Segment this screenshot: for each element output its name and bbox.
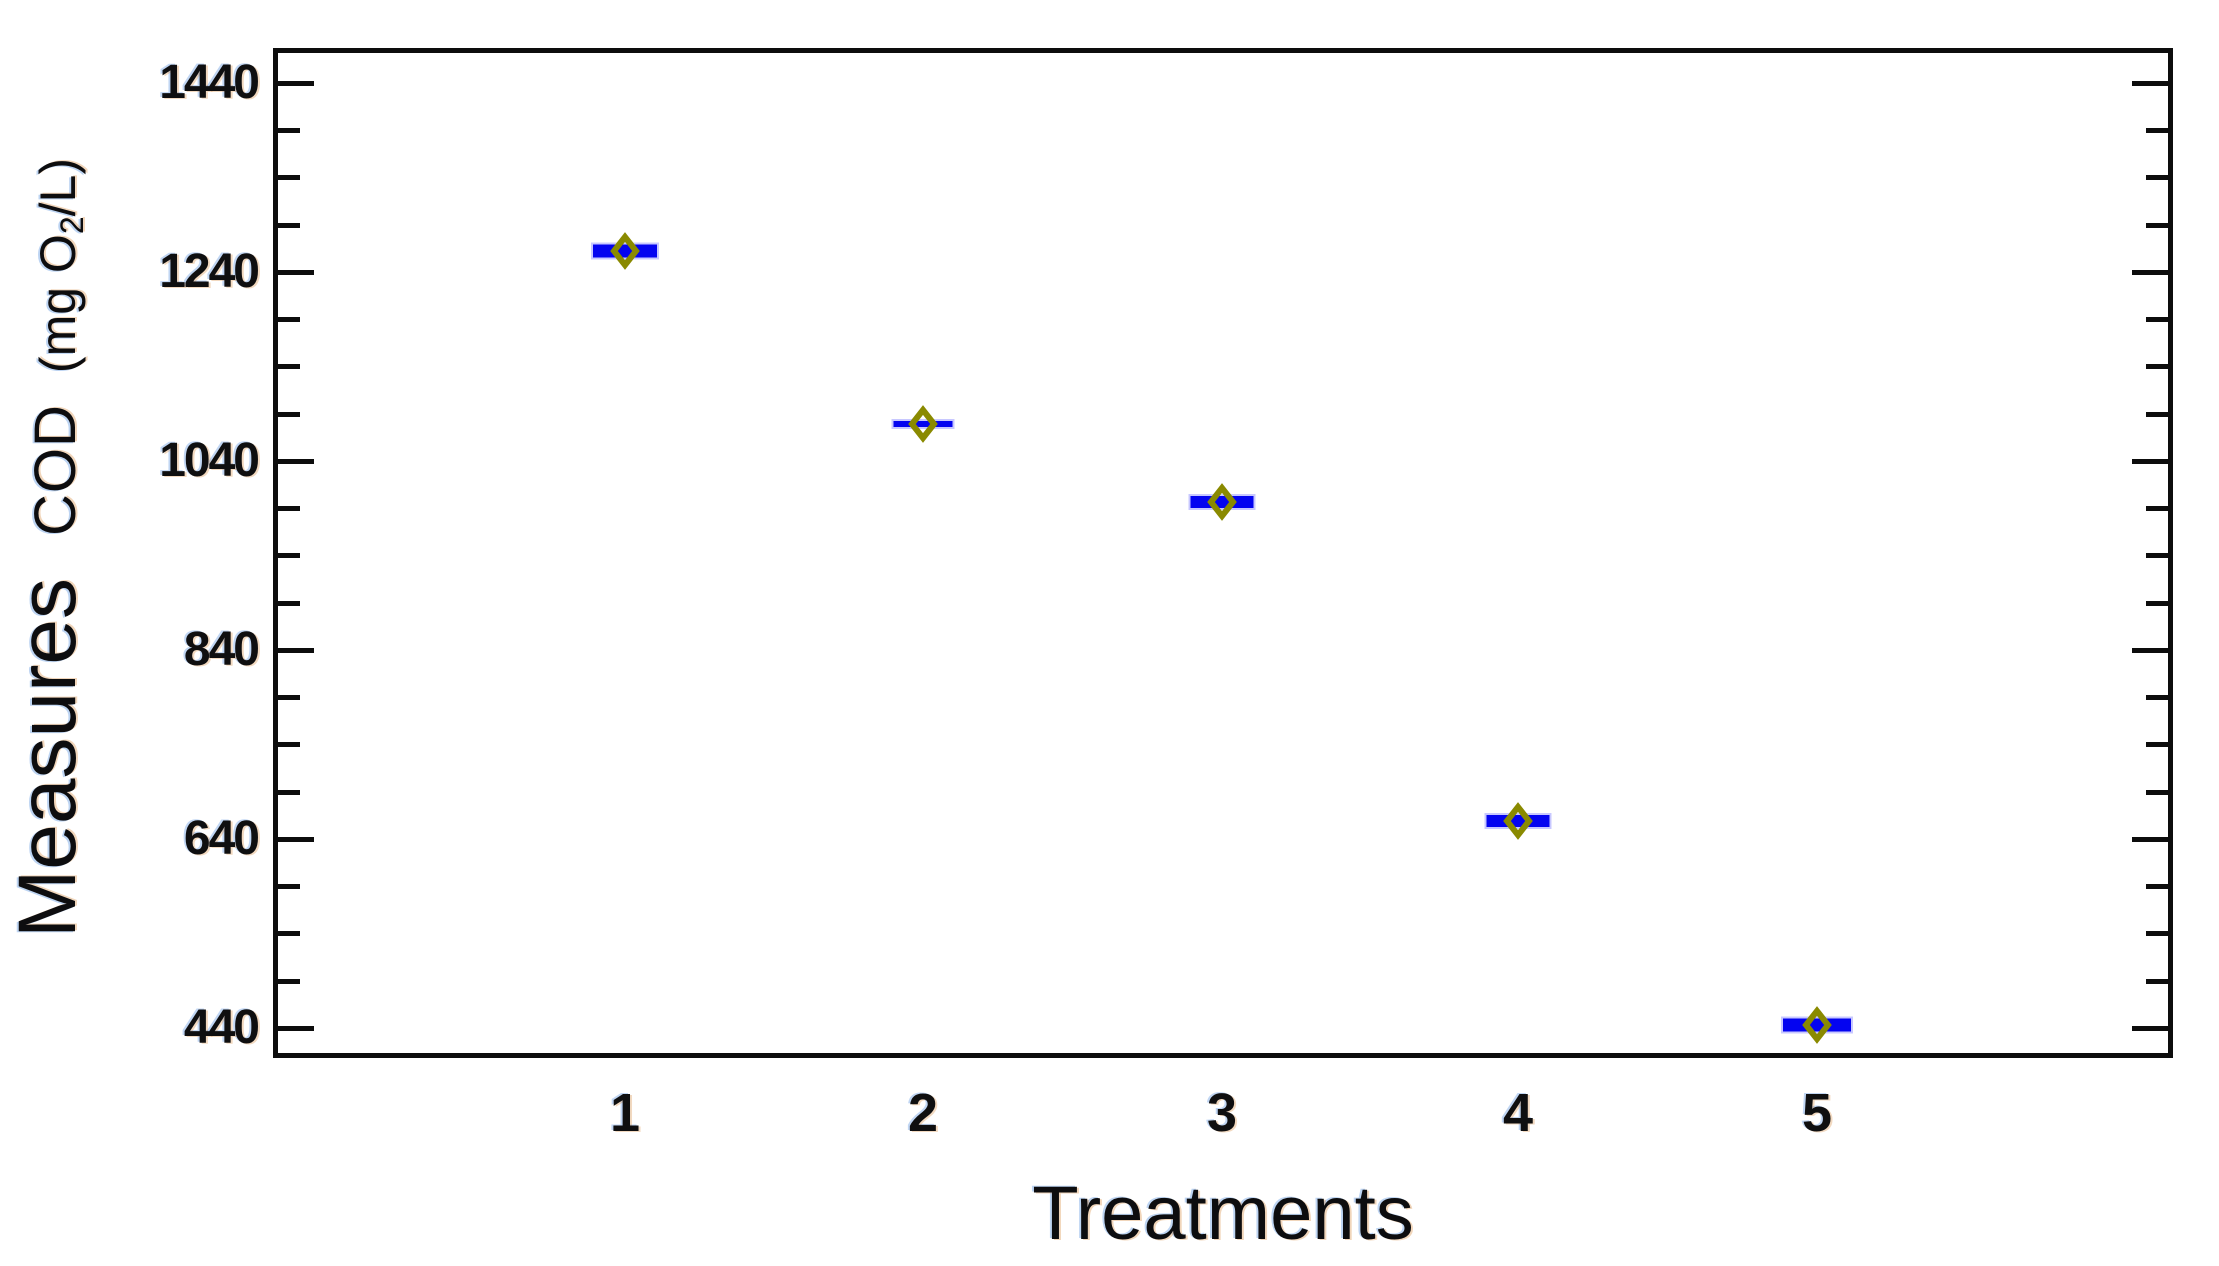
y-axis-title-unit-subscript: 2 [54,216,90,235]
y-axis-left-minor-tick [278,979,300,984]
x-tick-label: 4 [1502,1083,1534,1143]
y-axis-right-minor-tick [2146,695,2168,700]
y-axis-right-minor-tick [2146,317,2168,322]
y-axis-right-major-tick [2132,459,2168,464]
y-axis-left-major-tick [278,837,314,842]
x-tick-label: 2 [907,1083,939,1143]
y-tick-label: 1440 [159,56,260,109]
y-axis-left-major-tick [278,270,314,275]
y-axis-left-minor-tick [278,601,300,606]
y-axis-right-minor-tick [2146,790,2168,795]
y-axis-right-minor-tick [2146,931,2168,936]
y-axis-left-major-tick [278,81,314,86]
y-axis-left-minor-tick [278,790,300,795]
y-axis-left-minor-tick [278,884,300,889]
y-axis-right-minor-tick [2146,223,2168,228]
y-axis-left-minor-tick [278,317,300,322]
x-tick-label: 3 [1206,1083,1238,1143]
y-axis-left-minor-tick [278,223,300,228]
box-marker [593,244,657,258]
y-axis-left-minor-tick [278,412,300,417]
mean-diamond-marker [1802,1006,1832,1044]
mean-diamond-marker [610,232,640,270]
y-axis-right-major-tick [2132,1026,2168,1031]
y-axis-right-minor-tick [2146,742,2168,747]
y-tick-label: 640 [183,812,260,865]
y-axis-title: Measures COD (mg O2/L) [0,114,96,938]
y-axis-left-minor-tick [278,931,300,936]
y-axis-left-major-tick [278,459,314,464]
y-axis-right-minor-tick [2146,364,2168,369]
y-axis-right-minor-tick [2146,412,2168,417]
y-axis-right-minor-tick [2146,506,2168,511]
y-axis-left-major-tick [278,1026,314,1031]
y-axis-title-word-cod: COD [23,404,88,536]
mean-diamond-marker [908,405,938,443]
y-axis-left-minor-tick [278,128,300,133]
y-tick-label: 1040 [159,434,260,487]
x-tick-label: 1 [609,1083,641,1143]
y-axis-right-minor-tick [2146,979,2168,984]
y-tick-label: 440 [183,1001,260,1054]
y-axis-left-minor-tick [278,742,300,747]
y-axis-right-major-tick [2132,270,2168,275]
y-axis-left-minor-tick [278,364,300,369]
y-axis-right-minor-tick [2146,601,2168,606]
box-marker [1783,1018,1851,1032]
y-axis-right-major-tick [2132,837,2168,842]
y-axis-right-major-tick [2132,648,2168,653]
y-axis-right-minor-tick [2146,175,2168,180]
y-axis-left-major-tick [278,648,314,653]
plot-area [273,48,2173,1058]
y-axis-left-minor-tick [278,695,300,700]
mean-diamond-marker [1503,802,1533,840]
y-axis-left-minor-tick [278,506,300,511]
y-axis-title-word-measures: Measures [2,577,93,938]
y-tick-label: 1240 [159,245,260,298]
x-axis-title: Treatments [1032,1171,1414,1256]
y-axis-right-major-tick [2132,81,2168,86]
box-marker [1190,496,1254,508]
y-axis-left-minor-tick [278,175,300,180]
y-axis-right-minor-tick [2146,884,2168,889]
box-marker [1486,815,1550,827]
y-axis-left-minor-tick [278,553,300,558]
y-tick-label: 840 [183,623,260,676]
box-marker [893,421,953,427]
y-axis-title-unit: (mg O2/L) [30,158,90,374]
mean-diamond-marker [1207,483,1237,521]
x-tick-label: 5 [1801,1083,1833,1143]
y-axis-right-minor-tick [2146,553,2168,558]
y-axis-right-minor-tick [2146,128,2168,133]
